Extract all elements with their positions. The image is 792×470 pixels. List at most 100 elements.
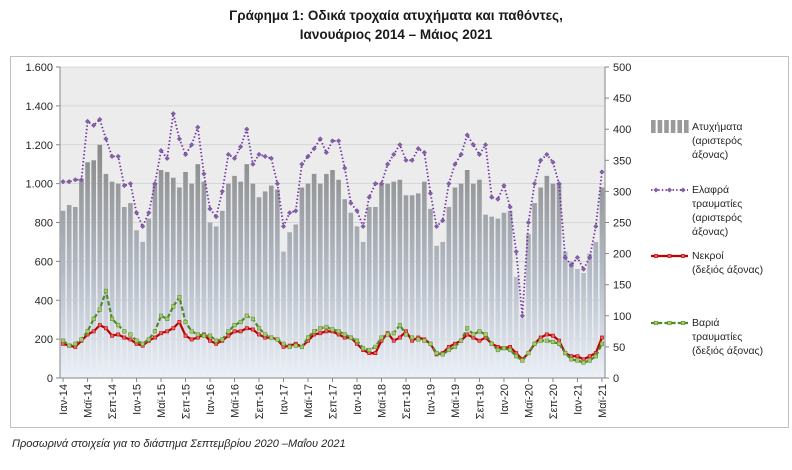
point-serious-injuries	[410, 335, 415, 340]
point-serious-injuries	[85, 329, 90, 334]
legend-label-deaths: Νεκροί (δεξιός άξονας)	[692, 250, 764, 276]
point-serious-injuries	[557, 341, 562, 346]
point-serious-injuries	[91, 316, 96, 321]
point-deaths	[465, 332, 470, 337]
point-light-injuries	[531, 181, 538, 187]
y-right-tick-label: 100	[613, 311, 631, 323]
point-light-injuries	[464, 132, 470, 138]
point-deaths	[116, 332, 121, 337]
bar-accidents	[324, 173, 329, 378]
point-light-injuries	[115, 153, 121, 159]
point-light-injuries	[458, 151, 464, 158]
bar-accidents	[495, 218, 501, 378]
point-serious-injuries	[79, 337, 84, 342]
point-serious-injuries	[299, 344, 304, 349]
point-serious-injuries	[342, 332, 347, 337]
legend	[651, 120, 689, 326]
point-deaths	[232, 329, 237, 334]
y-right-tick-label: 300	[613, 186, 631, 198]
point-light-injuries	[342, 165, 348, 171]
point-light-injuries	[507, 204, 513, 210]
point-light-injuries	[152, 181, 158, 187]
point-serious-injuries	[158, 313, 164, 318]
y-right-tick-label: 150	[613, 280, 631, 292]
point-light-injuries	[556, 181, 562, 187]
bar-accidents	[501, 212, 507, 378]
point-light-injuries	[244, 126, 250, 132]
point-light-injuries	[446, 181, 452, 187]
bar-accidents	[544, 175, 550, 378]
point-serious-injuries	[465, 326, 470, 331]
x-tick-label: Μαϊ-19	[450, 384, 462, 418]
point-light-injuries	[372, 181, 378, 187]
y-left-tick-label: 600	[35, 256, 53, 268]
point-light-injuries	[133, 210, 140, 216]
axis-layer: 0 200 400 600 800 1.000 1.200 1.400 1.600 0 50 100 1…	[25, 62, 631, 419]
bar-accidents	[434, 245, 439, 378]
bar-accidents	[122, 206, 127, 378]
point-serious-injuries	[477, 329, 482, 334]
point-light-injuries	[440, 217, 446, 224]
bar-accidents	[195, 164, 201, 378]
legend-marker-light-injuries	[666, 187, 673, 193]
point-light-injuries	[280, 223, 287, 229]
point-deaths	[128, 337, 133, 342]
point-serious-injuries	[134, 338, 139, 343]
bar-accidents	[330, 170, 335, 378]
bar-accidents	[581, 273, 586, 378]
chart-subtitle: Ιανουάριος 2014 – Μάιος 2021	[299, 27, 493, 42]
bar-accidents	[293, 224, 299, 378]
bar-accidents	[471, 183, 476, 379]
bar-accidents	[464, 170, 470, 378]
point-serious-injuries	[67, 343, 72, 348]
point-serious-injuries	[544, 338, 549, 343]
point-light-injuries	[158, 147, 164, 154]
chart-border	[10, 56, 789, 428]
bar-accidents	[91, 160, 96, 378]
point-light-injuries	[470, 142, 476, 148]
point-serious-injuries	[220, 337, 225, 342]
point-light-injuries	[176, 136, 182, 142]
bar-accidents	[60, 210, 66, 378]
legend-label-light-injuries: Ελαφρά τραυματίες (αριστερός άξονας)	[692, 184, 743, 238]
point-light-injuries	[544, 151, 550, 158]
point-serious-injuries	[354, 338, 360, 343]
y-left-tick-label: 0	[47, 373, 53, 385]
bar-accidents	[336, 179, 341, 378]
point-light-injuries	[231, 155, 238, 161]
point-deaths	[250, 327, 255, 332]
point-light-injuries	[97, 116, 103, 123]
bar-accidents	[440, 241, 446, 378]
bar-accidents	[385, 183, 390, 379]
point-light-injuries	[476, 151, 483, 158]
point-serious-injuries	[287, 344, 292, 349]
point-deaths	[226, 333, 231, 338]
bar-accidents	[452, 187, 458, 378]
bar-accidents	[189, 183, 194, 379]
point-serious-injuries	[330, 327, 335, 332]
point-light-injuries	[189, 142, 195, 148]
legend-swatch-accidents	[677, 120, 682, 133]
point-serious-injuries	[263, 332, 268, 337]
point-serious-injuries	[73, 341, 78, 346]
series-line-light-injuries	[63, 112, 603, 317]
chart-title: Γράφημα 1: Οδικά τροχαία ατυχήματα και π…	[229, 8, 563, 23]
point-light-injuries	[403, 157, 409, 163]
point-serious-injuries	[103, 288, 108, 293]
bar-accidents	[409, 195, 415, 378]
point-light-injuries	[268, 155, 274, 161]
bar-accidents	[299, 187, 305, 378]
point-light-injuries	[415, 146, 421, 152]
legend-label-serious-injuries: Βαριά τραυματίες (δεξιός άξονας)	[692, 317, 764, 357]
x-tick-label: Σεπ-16	[254, 384, 266, 419]
y-right-tick-label: 500	[613, 62, 631, 74]
point-serious-injuries	[385, 332, 390, 337]
y-right-tick-label: 250	[613, 218, 631, 230]
point-light-injuries	[366, 194, 372, 200]
bar-accidents	[366, 206, 372, 378]
point-serious-injuries	[452, 344, 458, 349]
y-left-tick-label: 1.400	[25, 101, 53, 113]
x-tick-label: Μαϊ-16	[230, 384, 242, 418]
legend-swatch-accidents	[670, 120, 676, 133]
bar-accidents	[477, 179, 482, 378]
